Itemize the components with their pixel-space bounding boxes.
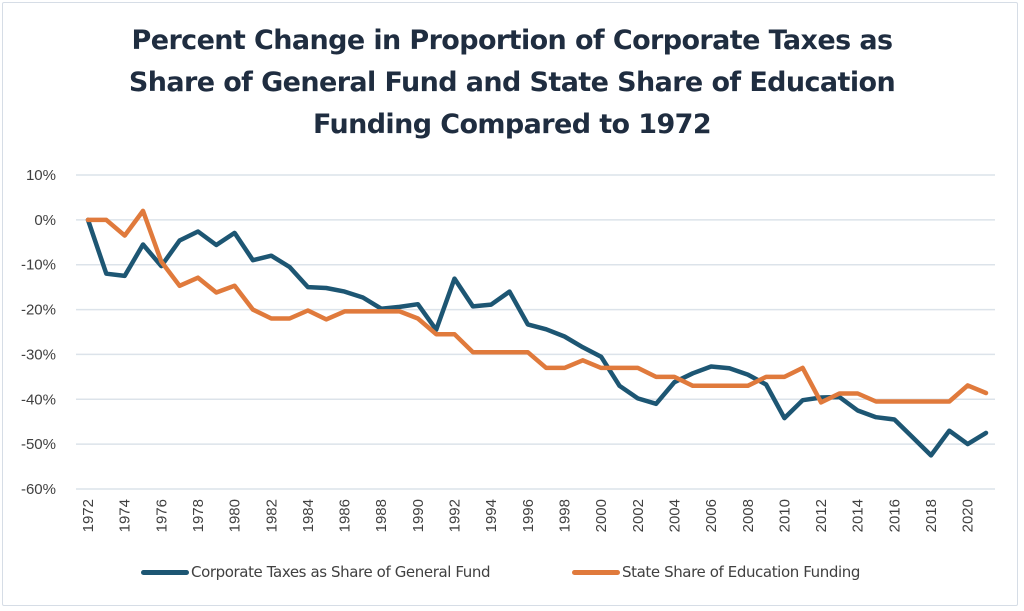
- x-tick-label: 1986: [337, 499, 354, 532]
- x-tick-label: 1990: [410, 499, 427, 532]
- legend-label-corporate-taxes: Corporate Taxes as Share of General Fund: [191, 563, 491, 581]
- x-tick-label: 2010: [776, 499, 793, 532]
- legend-label-education-funding: State Share of Education Funding: [622, 563, 860, 581]
- legend-swatch-education-funding: [572, 569, 620, 575]
- x-tick-label: 1976: [153, 499, 170, 532]
- y-tick-label: -10%: [21, 257, 56, 274]
- x-tick-label: 2006: [703, 499, 720, 532]
- y-axis: 10% 0% -10% -20% -30% -40% -50% -60%: [21, 167, 56, 498]
- y-tick-label: 0%: [34, 212, 56, 229]
- series-lines: [85, 208, 989, 458]
- y-tick-label: -40%: [21, 391, 56, 408]
- y-tick-label: 10%: [26, 167, 56, 184]
- x-tick-label: 1992: [447, 499, 464, 532]
- x-tick-label: 1994: [483, 499, 500, 532]
- gridlines: [76, 174, 995, 490]
- x-tick-label: 2002: [630, 499, 647, 532]
- x-tick-label: 2014: [850, 499, 867, 532]
- x-tick-label: 1998: [556, 499, 573, 532]
- x-tick-label: 1988: [373, 499, 390, 532]
- x-tick-label: 2008: [740, 499, 757, 532]
- x-tick-label: 2020: [960, 499, 977, 532]
- series-line-education-funding: [85, 208, 989, 405]
- x-tick-label: 2016: [886, 499, 903, 532]
- y-tick-label: -50%: [21, 436, 56, 453]
- x-axis: 1972 1974 1976 1978 1980 1982 1984 1986 1988 1990…: [80, 499, 977, 532]
- chart-title-line-2: Share of General Fund and State Share of…: [128, 67, 896, 98]
- x-tick-label: 1996: [520, 499, 537, 532]
- x-tick-label: 2018: [923, 499, 940, 532]
- chart-title-line-1: Percent Change in Proportion of Corporat…: [131, 25, 893, 56]
- chart-title: Percent Change in Proportion of Corporat…: [0, 20, 1024, 146]
- x-tick-label: 1978: [190, 499, 207, 532]
- y-tick-label: -30%: [21, 346, 56, 363]
- x-tick-label: 1982: [263, 499, 280, 532]
- legend: Corporate Taxes as Share of General Fund…: [0, 563, 1024, 587]
- x-tick-label: 1972: [80, 499, 97, 532]
- x-tick-label: 1980: [227, 499, 244, 532]
- legend-item-corporate-taxes: Corporate Taxes as Share of General Fund: [141, 563, 491, 581]
- series-line-corporate-taxes: [85, 217, 989, 458]
- legend-item-education-funding: State Share of Education Funding: [572, 563, 860, 581]
- x-tick-label: 2012: [813, 499, 830, 532]
- y-tick-label: -20%: [21, 302, 56, 319]
- x-tick-label: 2000: [593, 499, 610, 532]
- chart-title-line-3: Funding Compared to 1972: [312, 109, 712, 140]
- x-tick-label: 2004: [666, 499, 683, 532]
- x-tick-label: 1984: [300, 499, 317, 532]
- x-tick-label: 1974: [117, 499, 134, 532]
- legend-swatch-corporate-taxes: [141, 569, 189, 575]
- y-tick-label: -60%: [21, 481, 56, 498]
